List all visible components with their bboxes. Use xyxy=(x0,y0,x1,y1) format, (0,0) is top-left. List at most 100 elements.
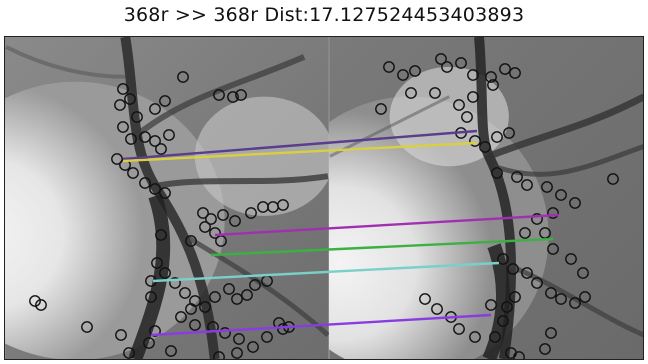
keypoint-circle-icon xyxy=(497,315,509,327)
keypoint-circle-icon xyxy=(199,221,211,233)
keypoint-circle-icon xyxy=(453,323,465,335)
match-line xyxy=(150,313,492,337)
keypoint-circle-icon xyxy=(209,227,221,239)
keypoint-circle-icon xyxy=(569,297,581,309)
keypoint-circle-icon xyxy=(197,207,209,219)
keypoint-circle-icon xyxy=(151,257,163,269)
keypoint-circle-icon xyxy=(219,327,231,339)
keypoint-circle-icon xyxy=(145,291,157,303)
keypoint-circle-icon xyxy=(383,61,395,73)
keypoint-circle-icon xyxy=(124,93,136,105)
keypoint-circle-icon xyxy=(163,129,175,141)
keypoint-circle-icon xyxy=(453,99,465,111)
keypoint-circle-icon xyxy=(479,141,491,153)
keypoint-circle-icon xyxy=(503,127,515,139)
keypoint-circle-icon xyxy=(217,209,229,221)
keypoint-circle-icon xyxy=(545,327,557,339)
keypoint-circle-icon xyxy=(539,227,551,239)
keypoint-circle-icon xyxy=(155,229,167,241)
keypoint-circle-icon xyxy=(205,213,217,225)
keypoint-circle-icon xyxy=(491,131,503,143)
keypoint-circle-icon xyxy=(175,311,187,323)
keypoint-circle-icon xyxy=(131,111,143,123)
keypoint-circle-icon xyxy=(149,325,161,337)
keypoint-circle-icon xyxy=(429,87,441,99)
keypoint-circle-icon xyxy=(541,181,553,193)
keypoint-circle-icon xyxy=(547,243,559,255)
keypoint-circle-icon xyxy=(159,95,171,107)
keypoint-circle-icon xyxy=(261,331,273,343)
keypoint-circle-icon xyxy=(257,201,269,213)
keypoint-circle-icon xyxy=(485,71,497,83)
right-retina-image xyxy=(329,37,643,359)
keypoint-circle-icon xyxy=(245,207,257,219)
match-figure xyxy=(4,36,644,360)
keypoint-circle-icon xyxy=(501,301,513,313)
keypoint-circle-icon xyxy=(267,201,279,213)
keypoint-circle-icon xyxy=(569,197,581,209)
keypoint-circle-icon xyxy=(231,347,243,359)
keypoint-circle-icon xyxy=(227,91,239,103)
keypoint-circle-icon xyxy=(555,293,567,305)
keypoint-circle-icon xyxy=(159,267,171,279)
keypoint-circle-icon xyxy=(431,303,443,315)
keypoint-circle-icon xyxy=(513,351,525,359)
keypoint-circle-icon xyxy=(461,111,473,123)
figure-title: 368r >> 368r Dist:17.127524453403893 xyxy=(123,4,525,26)
keypoint-circle-icon xyxy=(213,351,225,359)
keypoint-circle-icon xyxy=(155,143,167,155)
keypoint-circle-icon xyxy=(487,79,499,91)
keypoint-circle-icon xyxy=(241,289,253,301)
keypoint-circle-icon xyxy=(35,299,47,311)
keypoint-circle-icon xyxy=(539,343,551,355)
keypoint-circle-icon xyxy=(185,303,197,315)
keypoint-circle-icon xyxy=(507,263,519,275)
keypoint-circle-icon xyxy=(189,319,201,331)
keypoint-circle-icon xyxy=(405,87,417,99)
keypoint-circle-icon xyxy=(29,295,41,307)
keypoint-circle-icon xyxy=(117,121,129,133)
keypoint-circle-icon xyxy=(485,299,497,311)
keypoint-circle-icon xyxy=(117,83,129,95)
left-retina-image xyxy=(5,37,329,359)
keypoint-circle-icon xyxy=(531,277,543,289)
keypoint-circle-icon xyxy=(277,323,289,335)
keypoint-circle-icon xyxy=(579,291,591,303)
keypoint-circle-icon xyxy=(435,53,447,65)
keypoint-circle-icon xyxy=(189,295,201,307)
keypoint-circle-icon xyxy=(235,89,247,101)
keypoint-circle-icon xyxy=(521,179,533,191)
keypoint-circle-icon xyxy=(419,293,431,305)
keypoint-circle-icon xyxy=(261,275,273,287)
keypoint-circle-icon xyxy=(509,67,521,79)
keypoint-circle-icon xyxy=(519,227,531,239)
match-line xyxy=(122,141,478,163)
keypoint-circle-icon xyxy=(177,71,189,83)
keypoint-circle-icon xyxy=(81,321,93,333)
keypoint-circle-icon xyxy=(509,291,521,303)
keypoint-circle-icon xyxy=(149,183,161,195)
keypoint-circle-icon xyxy=(247,341,259,353)
keypoint-circle-icon xyxy=(213,89,225,101)
keypoint-circle-icon xyxy=(491,167,503,179)
keypoint-circle-icon xyxy=(469,331,481,343)
keypoint-circle-icon xyxy=(505,347,517,359)
keypoint-circle-icon xyxy=(115,329,127,341)
keypoint-circle-icon xyxy=(209,291,221,303)
keypoint-circle-icon xyxy=(185,235,197,247)
keypoint-circle-icon xyxy=(545,287,557,299)
keypoint-circle-icon xyxy=(159,187,171,199)
keypoint-circle-icon xyxy=(467,69,479,81)
keypoint-circle-icon xyxy=(397,69,409,81)
keypoint-circle-icon xyxy=(555,189,567,201)
keypoint-circle-icon xyxy=(499,63,511,75)
keypoint-circle-icon xyxy=(233,333,245,345)
match-line xyxy=(210,237,554,257)
keypoint-circle-icon xyxy=(149,135,161,147)
keypoint-circle-icon xyxy=(467,91,479,103)
keypoint-circle-icon xyxy=(127,167,139,179)
keypoint-circle-icon xyxy=(497,253,509,265)
keypoint-circle-icon xyxy=(139,177,151,189)
keypoint-circle-icon xyxy=(277,199,289,211)
keypoint-circle-icon xyxy=(531,213,543,225)
